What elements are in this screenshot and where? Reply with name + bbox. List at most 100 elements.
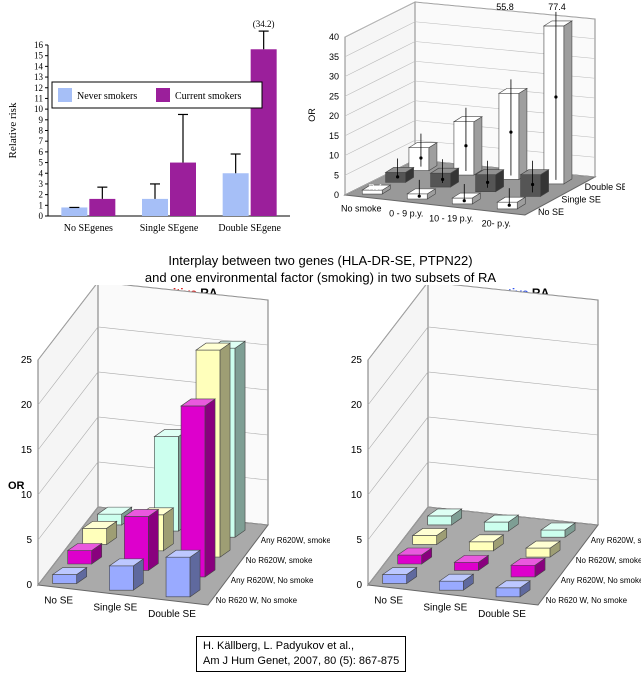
- legend-label: Never smokers: [77, 91, 137, 102]
- bar-3d: [454, 562, 479, 571]
- bar-3d: [495, 587, 521, 598]
- gridline: [344, 80, 596, 117]
- bar-3d-top: [407, 142, 438, 148]
- bar-3d-top: [123, 509, 160, 517]
- y-tick-label: 10: [21, 490, 33, 501]
- depth-label: Any R620W, No smoke: [231, 576, 314, 585]
- bar-3d-top: [180, 398, 217, 407]
- bar-3d-top: [438, 573, 475, 582]
- x-tick-label: Single SE: [423, 602, 467, 613]
- point-marker: [396, 175, 400, 179]
- y-tick-label: 25: [351, 355, 363, 366]
- bar-3d-top: [361, 184, 392, 191]
- x-tick-label: Double SE: [478, 609, 526, 620]
- x-tick-label: 10 - 19 p.y.: [429, 213, 473, 223]
- x-tick-label: 20- p.y.: [482, 218, 511, 228]
- depth-label: No R620 W, No smoke: [546, 596, 628, 605]
- gridline: [344, 100, 596, 137]
- bar-3d-top: [519, 169, 550, 175]
- citation-line-1: H. Källberg, L. Padyukov et al.,: [203, 640, 355, 652]
- y-axis-label: OR: [307, 108, 317, 122]
- gridline: [367, 416, 599, 496]
- bar-3d: [510, 564, 536, 578]
- bar-3d-side: [163, 507, 174, 552]
- x-tick-label: Single SE: [93, 602, 137, 613]
- bar-3d-side: [518, 87, 528, 181]
- overflow-label: 55.8: [496, 2, 514, 12]
- gridline: [344, 120, 596, 156]
- y-tick-label: 40: [329, 32, 339, 42]
- bar-3d: [427, 515, 453, 526]
- bar-3d-top: [468, 534, 505, 543]
- y-tick-label: 10: [34, 104, 44, 114]
- legend-label: Current smokers: [175, 91, 241, 102]
- bar-3d: [453, 121, 475, 176]
- bar: [89, 198, 116, 216]
- bar-3d: [498, 93, 520, 180]
- point-marker: [509, 130, 513, 134]
- bar: [250, 49, 277, 217]
- bar-3d-top: [453, 555, 490, 563]
- y-tick-label: 14: [34, 61, 44, 71]
- y-tick-label: 35: [329, 52, 339, 62]
- gridline: [37, 285, 269, 361]
- bar-3d-side: [563, 20, 573, 185]
- bar-3d: [439, 580, 464, 591]
- bar-3d: [540, 529, 566, 538]
- gridline: [367, 506, 599, 586]
- y-tick-label: 15: [351, 445, 363, 456]
- bar: [142, 198, 168, 216]
- citation-line-2: Am J Hum Genet, 2007, 80 (5): 867-875: [203, 655, 400, 667]
- bar-3d-top: [497, 88, 528, 94]
- bar-3d: [430, 172, 451, 188]
- point-marker: [464, 144, 468, 148]
- y-tick-label: 15: [34, 51, 44, 61]
- bar-3d: [475, 174, 496, 193]
- bar-3d-top: [108, 558, 145, 567]
- y-axis-label: Relative risk: [7, 102, 19, 158]
- bar-3d-top: [411, 528, 448, 536]
- bar-3d: [397, 554, 423, 565]
- y-tick-label: 16: [34, 40, 44, 50]
- depth-label: Single SE: [561, 195, 601, 205]
- point-marker: [531, 182, 535, 187]
- y-tick-label: 0: [334, 190, 339, 200]
- bar-3d: [67, 550, 93, 565]
- bar-3d: [52, 574, 78, 584]
- y-tick-label: 3: [39, 179, 44, 189]
- bar-3d-side: [473, 116, 483, 176]
- caption-line-2: and one environmental factor (smoking) i…: [144, 270, 497, 285]
- gridline: [344, 21, 596, 58]
- gridline: [367, 285, 599, 361]
- y-tick-label: 7: [39, 136, 44, 146]
- depth-label: No R620W, smoke: [576, 556, 641, 565]
- point-marker: [462, 199, 466, 203]
- y-tick-label: 20: [351, 400, 363, 411]
- bar-3d-top: [195, 342, 232, 351]
- y-tick-label: 5: [356, 535, 362, 546]
- y-tick-label: 0: [356, 580, 362, 591]
- point-marker: [419, 156, 423, 160]
- bar-3d-top: [165, 549, 202, 558]
- bar-3d-top: [452, 116, 483, 123]
- y-tick-label: 10: [351, 490, 363, 501]
- bar-3d: [525, 547, 551, 558]
- bar-3d: [484, 521, 509, 532]
- y-axis-label: OR: [8, 480, 25, 492]
- bar-3d-top: [406, 188, 437, 195]
- y-tick-label: 20: [21, 400, 33, 411]
- bar-3d: [451, 197, 473, 205]
- overflow-label: 77.4: [548, 2, 566, 12]
- y-tick-label: 13: [34, 72, 44, 82]
- x-tick-label: No SEgenes: [64, 223, 113, 234]
- or-smoking-chart: 0 5 10 15 20 25 30 35 40 OR 55.8 77.4 Ref No smoke 0 -…: [307, 1, 625, 228]
- x-tick-label: 0 - 9 p.y.: [389, 208, 423, 218]
- ref-label: Ref: [369, 183, 382, 192]
- x-tick-label: Double SEgene: [218, 223, 281, 234]
- bar-3d-top: [495, 580, 532, 589]
- legend-swatch: [58, 88, 72, 102]
- y-tick-label: 15: [329, 131, 339, 141]
- bar-3d-top: [474, 169, 505, 176]
- y-tick-label: 30: [329, 72, 339, 82]
- legend-swatch: [156, 88, 170, 102]
